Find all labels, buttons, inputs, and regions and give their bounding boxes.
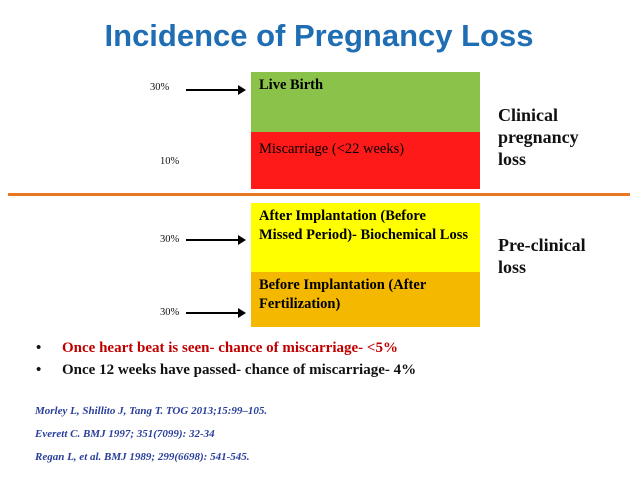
- bullet-list: Once heart beat is seen- chance of misca…: [36, 337, 416, 381]
- slide-title: Incidence of Pregnancy Loss: [104, 18, 534, 53]
- block-miscarriage-label: Miscarriage (<22 weeks): [259, 141, 405, 157]
- bullet-12-weeks: Once 12 weeks have passed- chance of mis…: [36, 359, 416, 381]
- block-before-implantation-label: Before Implantation (After Fertilization…: [259, 277, 426, 312]
- clinical-loss-label: Clinical pregnancy loss: [498, 105, 579, 169]
- block-live-birth-label: Live Birth: [259, 77, 324, 93]
- block-after-implantation-label: After Implantation (Before Missed Period…: [259, 208, 469, 243]
- pct-before-implantation: 30%: [160, 307, 180, 318]
- reference-list: Morley L, Shillito J, Tang T. TOG 2013;1…: [35, 405, 267, 474]
- reference-item: Morley L, Shillito J, Tang T. TOG 2013;1…: [35, 405, 268, 417]
- pct-live-birth: 30%: [150, 82, 170, 93]
- reference-item: Regan L, et al. BMJ 1989; 299(6698): 541…: [35, 451, 250, 463]
- block-before-implantation: Before Implantation (After Fertilization…: [251, 272, 480, 327]
- pct-after-implantation: 30%: [160, 234, 180, 245]
- block-live-birth: Live Birth: [251, 72, 480, 132]
- arrow-before-implantation: [186, 308, 246, 318]
- block-miscarriage: Miscarriage (<22 weeks): [251, 132, 480, 189]
- bullet-heartbeat: Once heart beat is seen- chance of misca…: [36, 337, 416, 359]
- arrow-live-birth: [186, 85, 246, 95]
- pct-miscarriage: 10%: [160, 156, 180, 167]
- reference-item: Everett C. BMJ 1997; 351(7099): 32-34: [35, 428, 215, 440]
- preclinical-loss-label: Pre-clinical loss: [498, 235, 586, 277]
- arrow-after-implantation: [186, 235, 246, 245]
- clinical-divider: [8, 193, 630, 196]
- block-after-implantation: After Implantation (Before Missed Period…: [251, 203, 480, 272]
